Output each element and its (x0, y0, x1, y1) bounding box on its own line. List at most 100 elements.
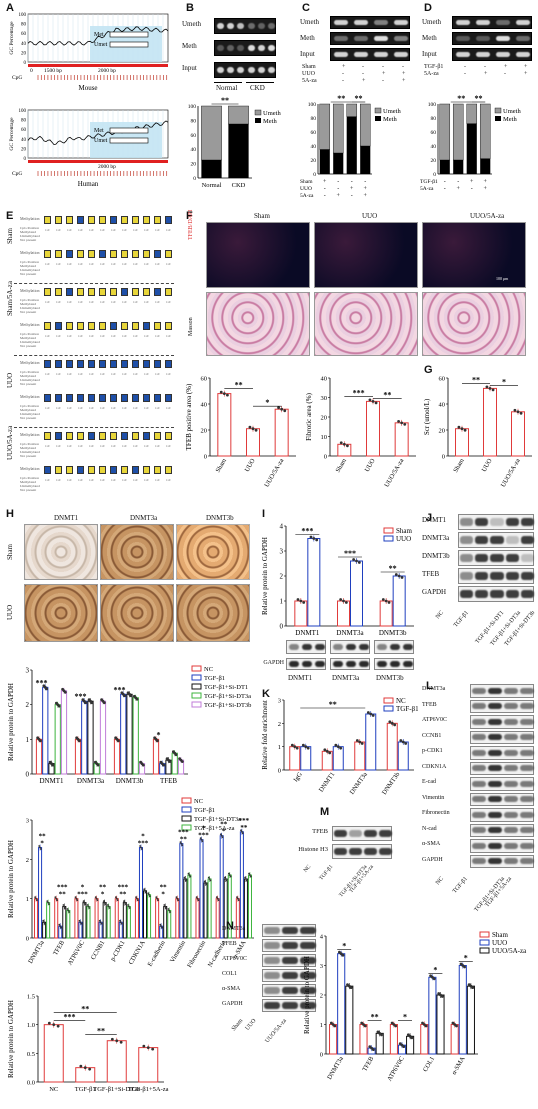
gc-trace (27, 26, 169, 46)
data-point (116, 739, 120, 743)
treatment-mark: - (444, 186, 446, 192)
sig-label: *** (77, 891, 88, 899)
bar (207, 878, 212, 939)
row-value: 1.0 (122, 262, 127, 266)
blot-band (264, 942, 280, 949)
y-tick-label: 1 (280, 598, 284, 606)
bar (511, 411, 525, 457)
treatment-label: Sham (300, 179, 313, 185)
data-point (160, 925, 163, 928)
x-tick-label: DNMT3b (381, 771, 401, 796)
data-point (222, 392, 226, 395)
gel-row-label: Input (182, 64, 197, 72)
blot-band (504, 718, 518, 725)
row-label: Unmethylated (20, 450, 40, 454)
y-tick-label: 40 (311, 144, 317, 150)
data-point (197, 899, 200, 902)
bar (74, 898, 79, 939)
panel-f-fibrotic-chart: 0 10 20 30 40 Fibrotic area (%) Sham UUO UUO/5A-… (305, 376, 416, 489)
blot-band (504, 687, 518, 694)
data-point (123, 900, 125, 902)
treatment-label: 5A-za (300, 193, 314, 199)
cpg-block (66, 394, 73, 402)
data-point (120, 922, 123, 925)
data-point (74, 896, 77, 899)
x-tick-label: DNMT3a (27, 939, 46, 964)
bar (152, 738, 160, 775)
gel-row-label: Meth (422, 34, 437, 42)
gel-umeth (330, 16, 410, 29)
panel-m-blots: TFEB Histone H3 NC TGF-β1 TGF-β1+Si-DT3a TGF-… (290, 808, 420, 908)
row-label: Not present (20, 488, 37, 492)
y-tick-label: 100 (428, 102, 437, 108)
row-label: CpG Position (20, 370, 39, 374)
gel-band (247, 23, 255, 29)
gel-band (496, 20, 510, 25)
bar (74, 738, 82, 775)
group-divider (14, 355, 174, 356)
cpg-block (121, 466, 128, 474)
treatment-mark: + (362, 78, 366, 84)
treatment-mark: + (470, 179, 474, 185)
gel-band (257, 67, 266, 73)
bar-umeth (359, 103, 371, 147)
row-value: 1.0 (166, 262, 171, 266)
sig-label: * (433, 965, 437, 974)
data-point (155, 896, 158, 899)
data-point (145, 891, 147, 894)
cpg-block (55, 432, 62, 440)
panel-f-tfeb-chart: 0 20 40 60 TFEB positive area (%) Sham UUO UUO/… (185, 376, 296, 489)
bar (167, 909, 172, 939)
sig-label: ** (371, 1013, 379, 1022)
blot-row-label: α-SMA (422, 841, 441, 847)
row-label: Methylated (20, 336, 36, 340)
data-point (94, 896, 97, 899)
row-label: CpG Position (20, 260, 39, 264)
row-value: 1.0 (67, 478, 72, 482)
row-meth: Methylation (20, 250, 40, 255)
column-label: Sham (254, 212, 270, 220)
data-point (401, 740, 405, 744)
row-label: Methylated (20, 374, 36, 378)
panel-i-dnmt-chart: 0 1 2 3 4 Relative protein to GAPDH DNMT1 DNMT3… (261, 523, 414, 637)
data-point (519, 411, 523, 415)
y-tick-label: 0 (433, 172, 436, 178)
bar (203, 882, 208, 939)
bar (428, 976, 437, 1055)
bar (106, 906, 111, 939)
blot-band (364, 847, 377, 856)
blot-band (364, 829, 377, 838)
legend-swatch (181, 797, 192, 804)
data-point (68, 911, 71, 913)
blot-row-label: TFEB (422, 570, 440, 578)
row-value: 1.0 (166, 228, 171, 232)
row-value: 1.0 (133, 406, 138, 410)
y-tick-label: 40 (321, 376, 328, 383)
panel-c-gel: Umeth Meth Input Sham + - - - UUO - - + +5A-za - + - + (300, 14, 412, 94)
data-point (371, 1048, 375, 1051)
bar (138, 847, 144, 939)
blot-row-label: Fibronectin (422, 810, 450, 816)
column-label: UUO/5A-za (470, 212, 505, 220)
blot-band (377, 643, 387, 651)
gel-band (496, 36, 510, 41)
blot-row (262, 939, 316, 952)
row-label: CpG Position (20, 404, 39, 408)
row-label: UUO (6, 604, 14, 620)
blot-band (472, 687, 486, 694)
bar-umeth (439, 103, 451, 161)
data-point (77, 739, 81, 743)
row-value: 1.0 (133, 300, 138, 304)
data-point (54, 896, 57, 899)
gc-tick: 80 (21, 23, 27, 28)
cpg-block (99, 250, 106, 258)
row-label: CpG Position (20, 298, 39, 302)
scale-label: 100 μm (496, 276, 509, 281)
data-point (293, 745, 297, 749)
cpg-block (88, 250, 95, 258)
bar (386, 722, 398, 771)
data-point (98, 919, 101, 922)
blot-band (475, 536, 489, 544)
y-tick-label: 20 (311, 158, 317, 164)
